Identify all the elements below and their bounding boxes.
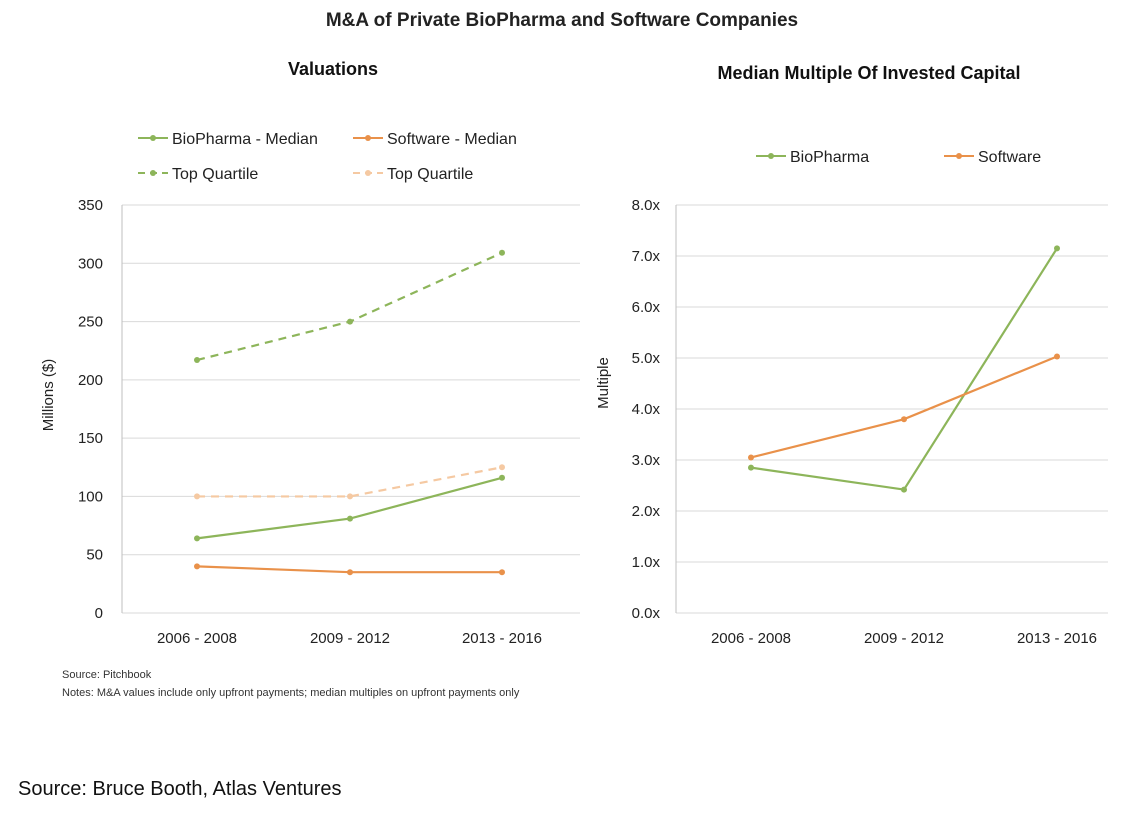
x-tick-label: 2009 - 2012: [310, 630, 390, 647]
legend-swatch-marker: [150, 135, 156, 141]
data-point: [1054, 245, 1060, 252]
y-tick-label: 3.0x: [632, 452, 661, 469]
x-tick-label: 2013 - 2016: [462, 630, 542, 647]
series-line: [750, 355, 1058, 459]
legend-label: Software - Median: [387, 131, 517, 148]
x-tick-label: 2013 - 2016: [1017, 630, 1097, 647]
data-point: [194, 563, 200, 570]
data-point: [347, 318, 353, 325]
data-point: [347, 569, 353, 576]
data-point: [194, 357, 200, 364]
x-tick-label: 2006 - 2008: [157, 630, 237, 647]
data-point: [499, 474, 505, 481]
source-note: Source: Pitchbook: [62, 669, 152, 681]
data-point: [194, 493, 200, 500]
y-tick-label: 4.0x: [632, 401, 661, 418]
y-tick-label: 100: [78, 488, 103, 505]
y-tick-label: 7.0x: [632, 248, 661, 265]
series-line: [197, 466, 503, 498]
data-point: [347, 515, 353, 522]
y-tick-label: 300: [78, 255, 103, 272]
legend-swatch-marker: [150, 170, 156, 176]
series-line: [196, 476, 503, 540]
data-point: [748, 464, 754, 471]
series-line: [750, 247, 1058, 491]
legend-label: Top Quartile: [387, 166, 473, 183]
legend-swatch-marker: [365, 135, 371, 141]
y-tick-label: 5.0x: [632, 350, 661, 367]
legend-label: Top Quartile: [172, 166, 258, 183]
main-title: M&A of Private BioPharma and Software Co…: [325, 10, 799, 31]
legend-label: BioPharma - Median: [172, 131, 318, 148]
chart-1: Valuations 0 50 100 150 200 250 300 350 Millions …: [40, 59, 580, 647]
data-point: [901, 486, 907, 493]
data-point: [1054, 353, 1060, 360]
chart-title: Median Multiple Of Invested Capital: [717, 63, 1020, 83]
y-tick-label: 0.0x: [632, 605, 661, 622]
y-tick-label: 2.0x: [632, 503, 661, 520]
y-tick-label: 50: [86, 547, 103, 564]
y-axis-label: Multiple: [595, 357, 612, 409]
y-tick-label: 8.0x: [632, 197, 661, 214]
y-tick-label: 1.0x: [632, 554, 661, 571]
data-point: [499, 569, 505, 576]
series-line: [196, 251, 503, 362]
y-tick-label: 150: [78, 430, 103, 447]
x-tick-label: 2006 - 2008: [711, 630, 791, 647]
data-point: [901, 416, 907, 423]
y-tick-label: 6.0x: [632, 299, 661, 316]
legend-label: BioPharma: [790, 149, 869, 166]
data-point: [748, 454, 754, 461]
y-tick-label: 250: [78, 314, 103, 331]
notes-text: Notes: M&A values include only upfront p…: [62, 687, 520, 699]
attribution: Source: Bruce Booth, Atlas Ventures: [18, 778, 342, 800]
data-point: [499, 464, 505, 471]
legend-swatch-marker: [768, 153, 774, 159]
data-point: [347, 493, 353, 500]
chart-2: Median Multiple Of Invested Capital 0.0x 1…: [595, 63, 1108, 647]
y-tick-label: 0: [95, 605, 103, 622]
legend-swatch-marker: [956, 153, 962, 159]
legend-swatch-marker: [365, 170, 371, 176]
x-tick-label: 2009 - 2012: [864, 630, 944, 647]
legend-label: Software: [978, 149, 1041, 166]
data-point: [194, 535, 200, 542]
y-tick-label: 200: [78, 372, 103, 389]
data-point: [499, 249, 505, 256]
y-tick-label: 350: [78, 197, 103, 214]
y-axis-label: Millions ($): [40, 359, 57, 432]
chart-title: Valuations: [288, 59, 378, 79]
